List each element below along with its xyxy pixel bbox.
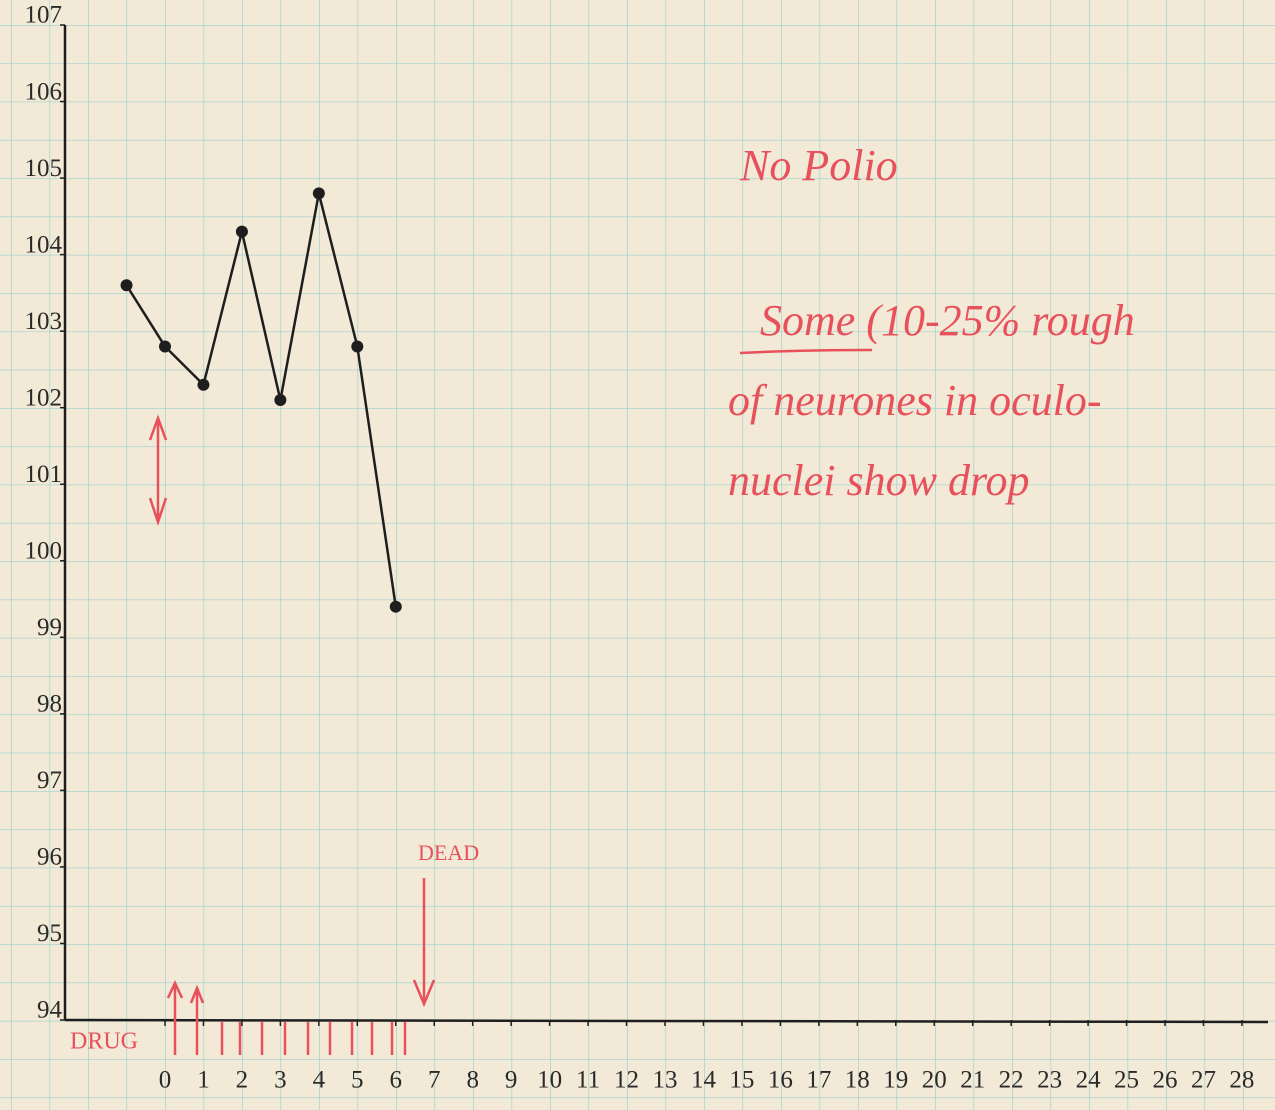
y-tick-label: 102 <box>25 384 63 411</box>
x-tick-label: 22 <box>999 1067 1024 1094</box>
x-tick-label: 25 <box>1114 1067 1139 1094</box>
x-tick-label: 10 <box>537 1067 562 1094</box>
y-tick-label: 101 <box>25 461 63 488</box>
y-tick-label: 104 <box>25 231 63 258</box>
x-tick-label: 28 <box>1229 1067 1254 1094</box>
x-tick-label: 6 <box>390 1067 403 1094</box>
x-tick-label: 8 <box>466 1067 479 1094</box>
x-tick-label: 20 <box>922 1067 947 1094</box>
x-tick-label: 7 <box>428 1067 441 1094</box>
point <box>389 600 402 613</box>
x-tick-label: 21 <box>960 1067 985 1094</box>
x-tick-label: 2 <box>236 1067 249 1094</box>
note-line: Some (10-25% rough <box>760 296 1135 345</box>
x-tick-label: 3 <box>274 1067 287 1094</box>
x-tick-label: 5 <box>351 1067 364 1094</box>
x-tick-label: 26 <box>1153 1067 1178 1094</box>
note-line: nuclei show drop <box>728 456 1029 505</box>
y-tick-label: 95 <box>37 920 62 947</box>
note-title: No Polio <box>739 141 898 190</box>
x-tick-label: 11 <box>576 1067 600 1094</box>
note-line: of neurones in oculo- <box>728 376 1102 425</box>
dead-label: DEAD <box>418 840 479 865</box>
x-tick-label: 12 <box>614 1067 639 1094</box>
x-tick-label: 13 <box>653 1067 678 1094</box>
x-tick-label: 24 <box>1076 1067 1102 1094</box>
x-tick-label: 27 <box>1191 1067 1216 1094</box>
point <box>274 394 287 407</box>
drug-label: DRUG <box>70 1029 138 1055</box>
point <box>197 378 210 391</box>
x-tick-label: 18 <box>845 1067 870 1094</box>
x-tick-label: 14 <box>691 1067 717 1094</box>
y-tick-label: 105 <box>25 155 63 182</box>
x-tick-label: 23 <box>1037 1067 1062 1094</box>
x-tick-label: 17 <box>806 1067 831 1094</box>
x-tick-label: 1 <box>197 1067 210 1094</box>
arrows <box>148 348 873 1055</box>
x-axis <box>64 1018 1269 1024</box>
line <box>125 193 398 607</box>
y-tick-label: 96 <box>37 844 62 871</box>
y-tick-label: 106 <box>25 78 63 105</box>
y-tick-label: 94 <box>37 997 63 1024</box>
x-tick-label: 0 <box>159 1067 172 1094</box>
x-tick-label: 19 <box>883 1067 908 1094</box>
y-tick-label: 97 <box>37 767 62 794</box>
point <box>159 340 171 353</box>
y-tick-label: 103 <box>25 308 63 335</box>
y-tick-label: 99 <box>37 614 62 641</box>
point <box>120 279 133 292</box>
x-tick-label: 16 <box>768 1067 793 1094</box>
point <box>312 187 325 200</box>
x-tick-label: 9 <box>505 1067 518 1094</box>
x-tick-label: 15 <box>729 1067 754 1094</box>
x-tick-label: 4 <box>313 1067 326 1094</box>
y-tick-label: 98 <box>37 691 62 718</box>
point <box>235 225 248 238</box>
point <box>351 340 364 353</box>
y-tick-label: 107 <box>25 2 63 29</box>
y-tick-label: 100 <box>25 538 63 565</box>
